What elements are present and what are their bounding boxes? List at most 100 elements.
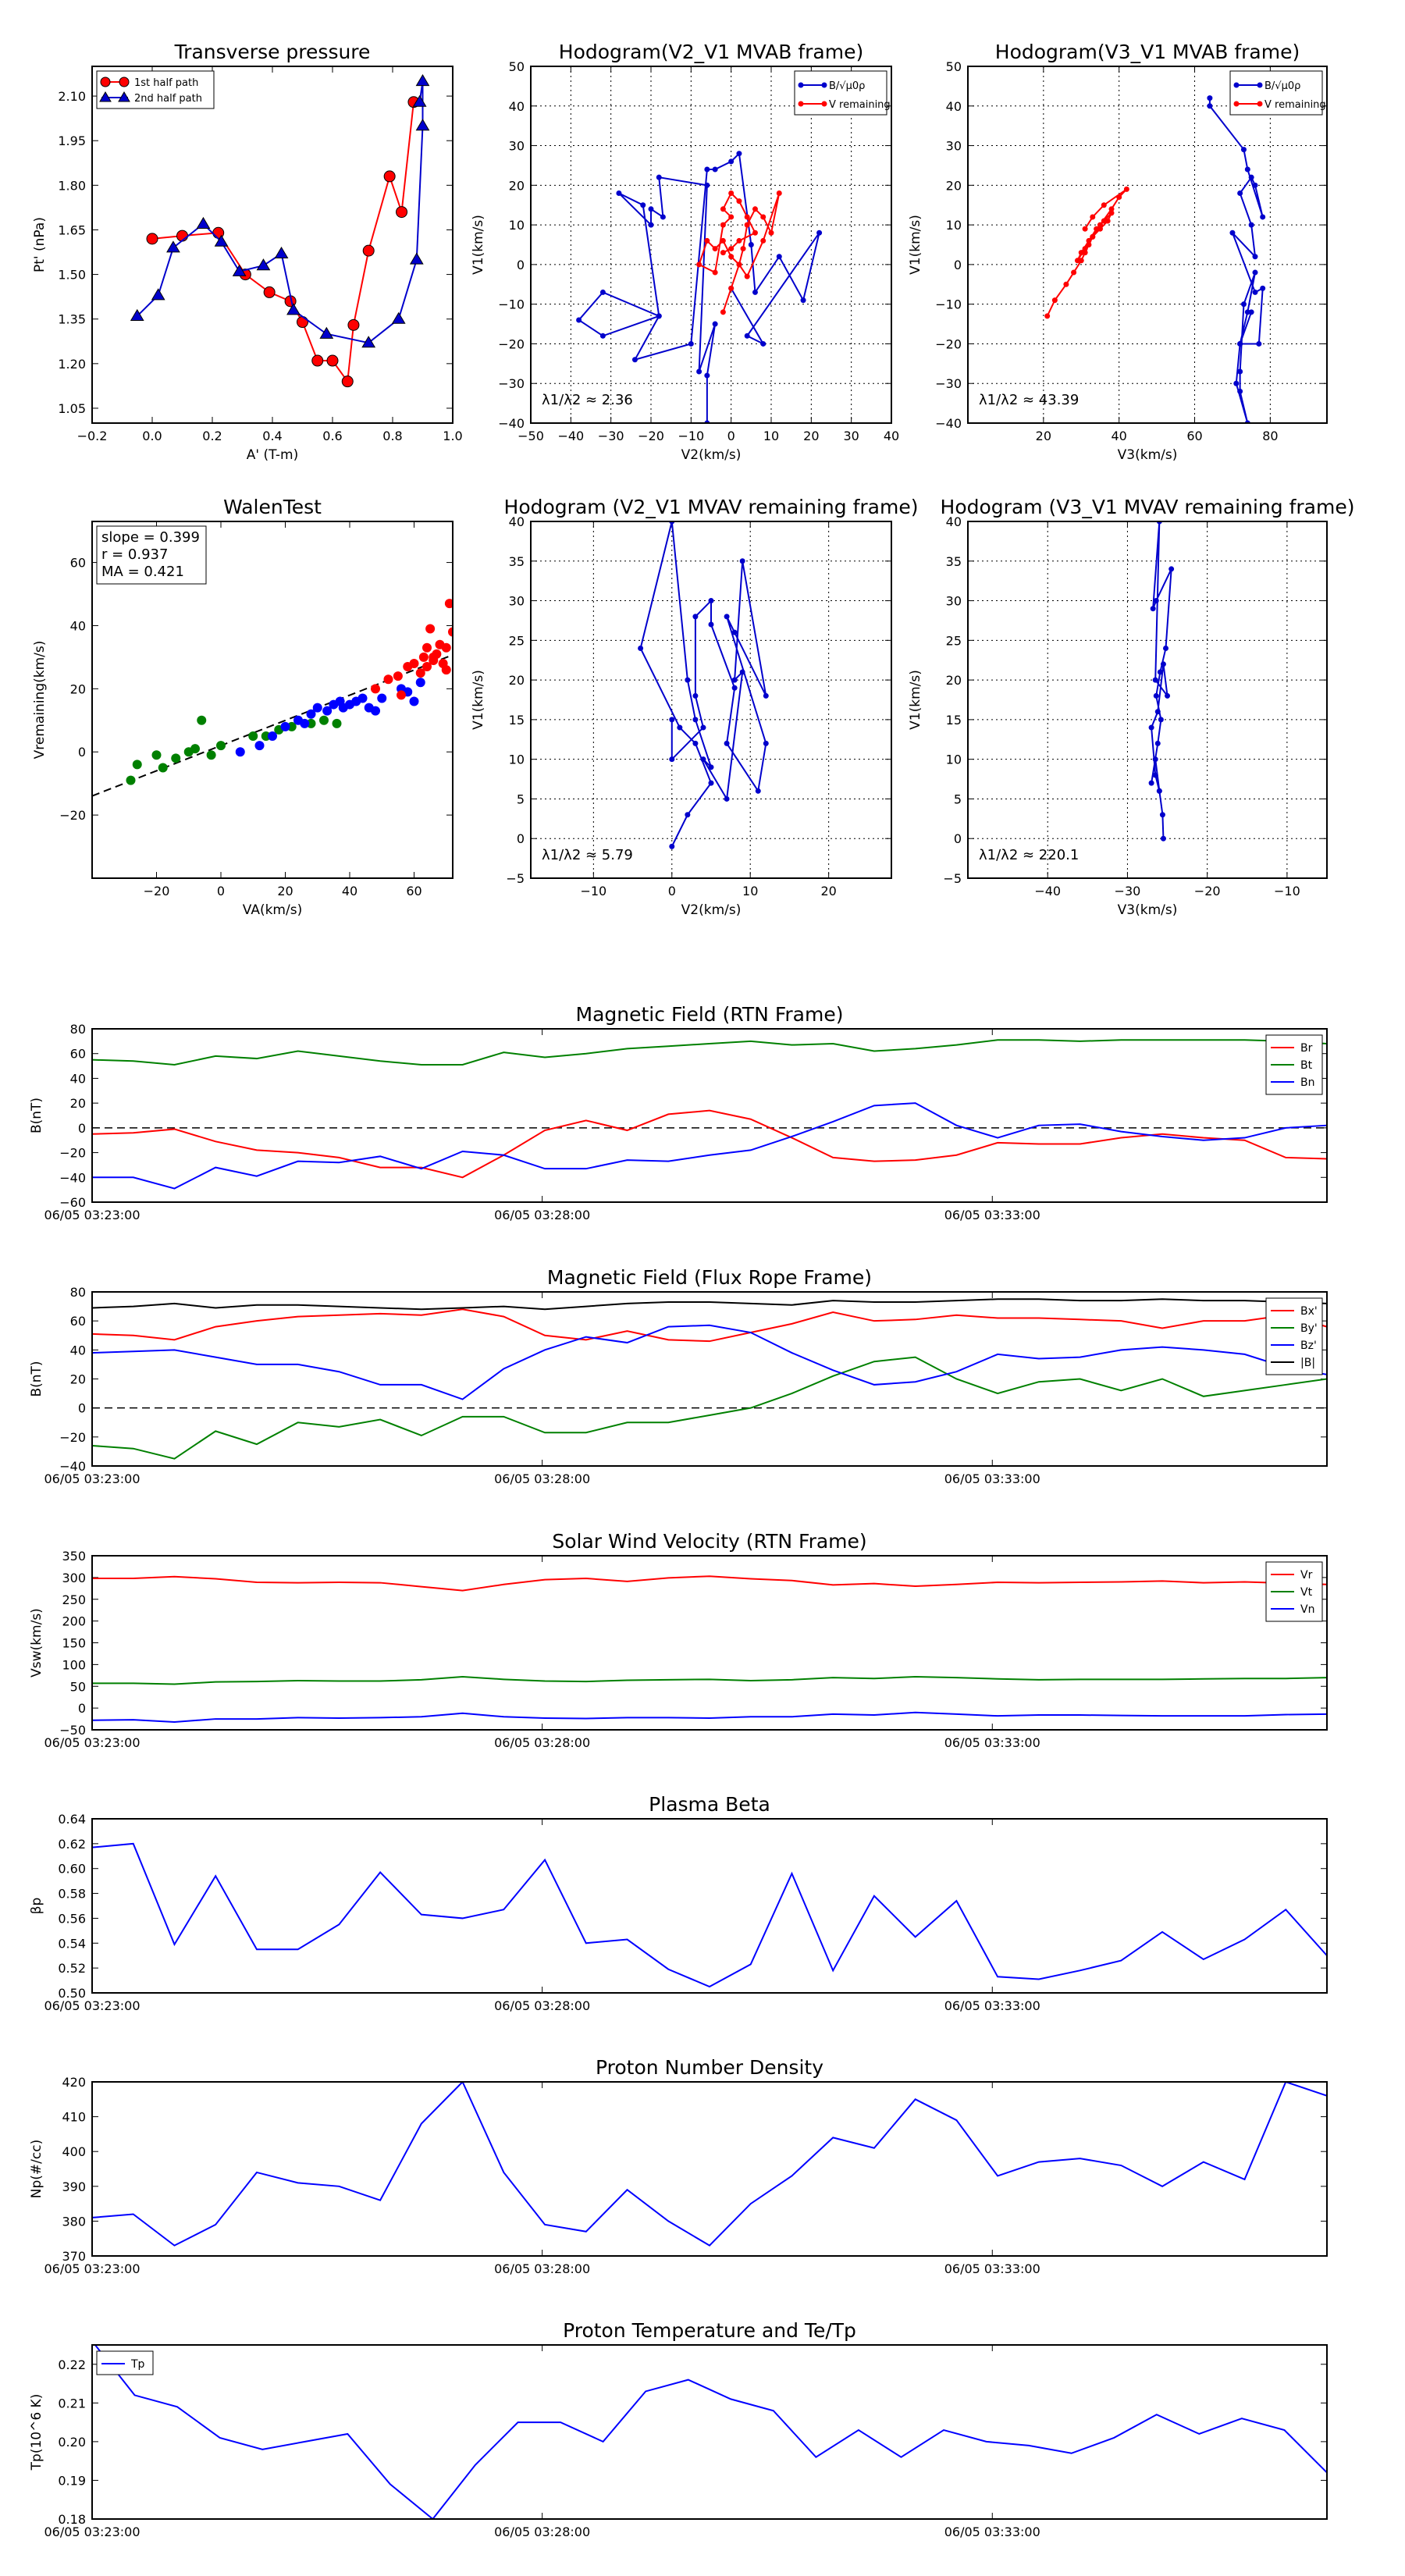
y-tick-label: −5 [943, 871, 962, 886]
axes-frame [91, 2344, 1328, 2520]
x-tick-label: −0.2 [77, 429, 108, 443]
x-tick-label: −10 [678, 429, 704, 443]
data-point [1207, 95, 1213, 101]
data-point [1168, 566, 1175, 572]
series-1st half path [146, 96, 420, 388]
data-point [1086, 237, 1092, 244]
data-point [1154, 709, 1161, 715]
data-point-red [418, 652, 429, 662]
data-point [1063, 281, 1069, 287]
data-point [712, 269, 718, 276]
chart-mag_rtn: Magnetic Field (RTN Frame) −60 −40 −20 0 20 40… [29, 1003, 1328, 1222]
y-tick-label: 400 [62, 2144, 86, 2159]
data-point-green [171, 753, 181, 763]
data-point-red [422, 642, 432, 653]
data-point [1165, 692, 1171, 699]
data-point-green [206, 750, 216, 760]
data-point [752, 229, 758, 236]
data-point [763, 740, 769, 746]
series-line [1208, 98, 1264, 423]
x-tick-label: 10 [742, 884, 758, 898]
chart-title: Magnetic Field (Flux Rope Frame) [547, 1266, 872, 1289]
y-tick-label: 30 [509, 594, 525, 609]
legend-box [1229, 70, 1323, 116]
legend-label: Vt [1300, 1586, 1313, 1599]
data-point-red [422, 662, 432, 672]
time-tick-label: 06/05 03:23:00 [44, 2261, 140, 2276]
data-point [1207, 103, 1213, 109]
x-axis-label: VA(km/s) [243, 902, 302, 918]
y-tick-label: 25 [946, 633, 962, 648]
legend: 1st half path 2nd half path [96, 70, 215, 109]
data-point-red [441, 642, 451, 653]
y-tick-label: 30 [946, 594, 962, 609]
y-tick-label: 35 [509, 554, 525, 569]
y-tick-label: 250 [62, 1592, 86, 1607]
data-point [760, 214, 767, 220]
y-tick-label: 40 [70, 1343, 86, 1357]
data-point [396, 206, 408, 219]
y-tick-label: 0 [517, 831, 525, 846]
y-tick-label: 100 [62, 1657, 86, 1672]
x-tick-label: 30 [843, 429, 859, 443]
legend-label: Bn [1300, 1076, 1314, 1089]
data-point-red [371, 684, 380, 694]
data-point-blue [377, 693, 387, 703]
chart-title: Magnetic Field (RTN Frame) [576, 1003, 844, 1026]
data-point [196, 216, 211, 229]
y-tick-label: 0.19 [58, 2473, 86, 2488]
data-point [151, 288, 165, 301]
data-point [696, 262, 702, 268]
data-point [1148, 780, 1154, 786]
y-tick-label: 50 [509, 59, 525, 74]
time-tick-label: 06/05 03:28:00 [494, 1735, 590, 1750]
y-tick-label: 0 [954, 258, 962, 272]
data-point-red [383, 674, 393, 685]
y-tick-label: −20 [59, 1430, 86, 1445]
data-point [1082, 250, 1088, 256]
x-tick-label: −20 [144, 884, 170, 898]
y-axis-label: Vremaining(km/s) [32, 641, 48, 760]
data-point [599, 333, 606, 339]
stat-line: MA = 0.421 [101, 564, 184, 580]
y-tick-label: 20 [946, 178, 962, 193]
data-point [648, 206, 654, 212]
data-point-red [425, 624, 436, 634]
legend-label: Vn [1300, 1603, 1314, 1616]
x-tick-label: 0 [217, 884, 225, 898]
data-point-red [409, 658, 419, 668]
time-tick-label: 06/05 03:28:00 [494, 1471, 590, 1486]
time-tick-label: 06/05 03:28:00 [494, 1998, 590, 2013]
x-tick-label: 1.0 [443, 429, 462, 443]
data-point [692, 717, 699, 723]
series-Vr [92, 1575, 1327, 1592]
axes-frame [967, 66, 1328, 424]
plot-area [92, 1575, 1327, 1723]
data-point [1248, 309, 1254, 315]
data-point [146, 233, 158, 245]
data-point [1116, 194, 1122, 201]
series-Vn [92, 1711, 1327, 1723]
data-point [347, 318, 360, 331]
data-point [731, 629, 738, 635]
data-point [415, 119, 430, 131]
y-axis-label: Tp(10^6 K) [29, 2394, 44, 2471]
chart-beta: Plasma Beta 0.50 0.52 0.54 0.56 0.58 0.60 0.62 0… [29, 1793, 1328, 2013]
data-point [297, 316, 308, 329]
x-axis-label: V2(km/s) [681, 902, 742, 918]
x-tick-label: 20 [277, 884, 293, 898]
data-point [724, 614, 730, 620]
x-axis-label: V2(km/s) [681, 447, 742, 463]
axes-frame [91, 1028, 1328, 1203]
data-point [748, 242, 754, 247]
data-point [736, 237, 742, 244]
data-point [712, 166, 718, 173]
plot-area [92, 1039, 1327, 1190]
legend-label: B/√μ0ρ [829, 80, 865, 92]
legend: B/√μ0ρ V remaining [1229, 70, 1326, 116]
data-point [656, 313, 662, 319]
y-tick-label: 20 [70, 681, 86, 696]
data-point [1237, 388, 1243, 394]
data-point [1051, 297, 1058, 304]
axes-frame [91, 1555, 1328, 1731]
